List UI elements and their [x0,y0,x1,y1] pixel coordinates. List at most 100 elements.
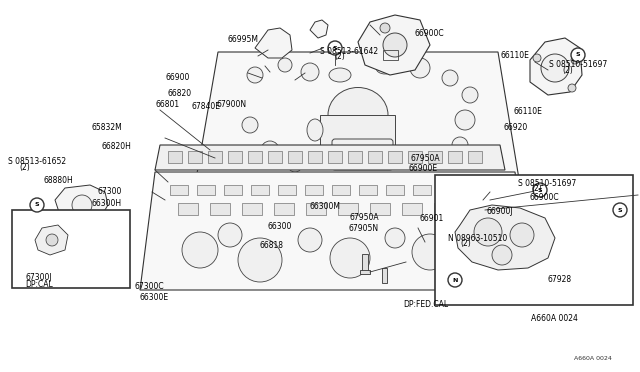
Text: 67900N: 67900N [216,100,246,109]
Polygon shape [255,28,292,58]
Text: S: S [333,45,337,51]
Text: S 08513-61652: S 08513-61652 [8,157,66,166]
Circle shape [46,234,58,246]
Text: S 08510-51697: S 08510-51697 [518,179,577,188]
Circle shape [261,141,279,159]
Circle shape [288,158,302,172]
Bar [305,185,323,195]
Text: DP:FED.CAL: DP:FED.CAL [403,300,449,309]
Circle shape [301,63,319,81]
Ellipse shape [329,68,351,82]
Bar [360,270,370,274]
Text: (2): (2) [19,163,30,171]
Text: 66820H: 66820H [101,142,131,151]
Bar [388,151,402,163]
Ellipse shape [361,153,379,164]
Text: 67950A: 67950A [411,154,440,163]
Circle shape [385,228,405,248]
Ellipse shape [400,148,420,161]
Bar [228,151,242,163]
Text: (2): (2) [334,52,345,61]
Circle shape [433,151,447,165]
Bar [224,185,242,195]
Text: 66900: 66900 [165,73,189,81]
Text: 67950A: 67950A [349,213,379,222]
Circle shape [462,87,478,103]
Bar [382,268,387,283]
Text: DP:CAL: DP:CAL [26,280,53,289]
Text: S 08510-51697: S 08510-51697 [549,60,607,69]
Text: 66300: 66300 [268,222,292,231]
Circle shape [571,56,579,64]
Text: 66818: 66818 [260,241,284,250]
FancyBboxPatch shape [332,139,393,170]
Text: 66901: 66901 [420,214,444,223]
Bar [197,185,215,195]
Bar [251,185,269,195]
Circle shape [452,137,468,153]
Circle shape [412,234,448,270]
Text: S: S [35,202,39,208]
Text: 66110E: 66110E [513,107,542,116]
Circle shape [465,197,501,233]
Circle shape [278,58,292,72]
Circle shape [510,223,534,247]
Text: (2): (2) [531,185,542,193]
Bar [468,151,482,163]
Text: 67928: 67928 [548,275,572,284]
Text: (2): (2) [562,66,573,75]
Ellipse shape [307,119,323,141]
Circle shape [383,33,407,57]
Text: 66820: 66820 [168,89,192,97]
Bar [208,151,222,163]
Bar [328,151,342,163]
Text: 66920: 66920 [503,123,527,132]
Circle shape [442,70,458,86]
Bar [348,151,362,163]
Text: 66110E: 66110E [500,51,529,60]
Polygon shape [455,205,555,270]
Bar [413,185,431,195]
Circle shape [410,58,430,78]
Bar [386,185,404,195]
Ellipse shape [376,62,394,74]
Bar [278,185,296,195]
Text: N: N [452,278,458,282]
Text: 66300H: 66300H [92,199,122,208]
Bar [383,50,398,60]
Text: 67300C: 67300C [134,282,164,291]
Circle shape [455,110,475,130]
Bar [428,151,442,163]
Bar [288,151,302,163]
Bar [308,151,322,163]
Text: 67300J: 67300J [26,273,52,282]
Bar [362,254,368,272]
Text: 65832M: 65832M [92,123,122,132]
Text: S 08513-61642: S 08513-61642 [320,47,378,56]
Bar [370,203,390,215]
Bar [170,185,188,195]
Bar [408,151,422,163]
Bar [435,175,633,305]
Text: 68880H: 68880H [44,176,73,185]
Polygon shape [140,172,530,290]
Bar [188,151,202,163]
Text: N 08963-10510: N 08963-10510 [448,234,508,243]
Text: 66900C: 66900C [529,193,559,202]
Bar [248,151,262,163]
Bar [274,203,294,215]
Circle shape [30,198,44,212]
Bar [242,203,262,215]
Circle shape [298,228,322,252]
Circle shape [568,84,576,92]
Circle shape [238,238,282,282]
Circle shape [613,203,627,217]
Polygon shape [35,225,68,255]
Bar [440,185,458,195]
Circle shape [533,183,547,197]
Bar [402,203,422,215]
Circle shape [182,232,218,268]
Circle shape [492,245,512,265]
Bar [338,203,358,215]
Circle shape [247,67,263,83]
